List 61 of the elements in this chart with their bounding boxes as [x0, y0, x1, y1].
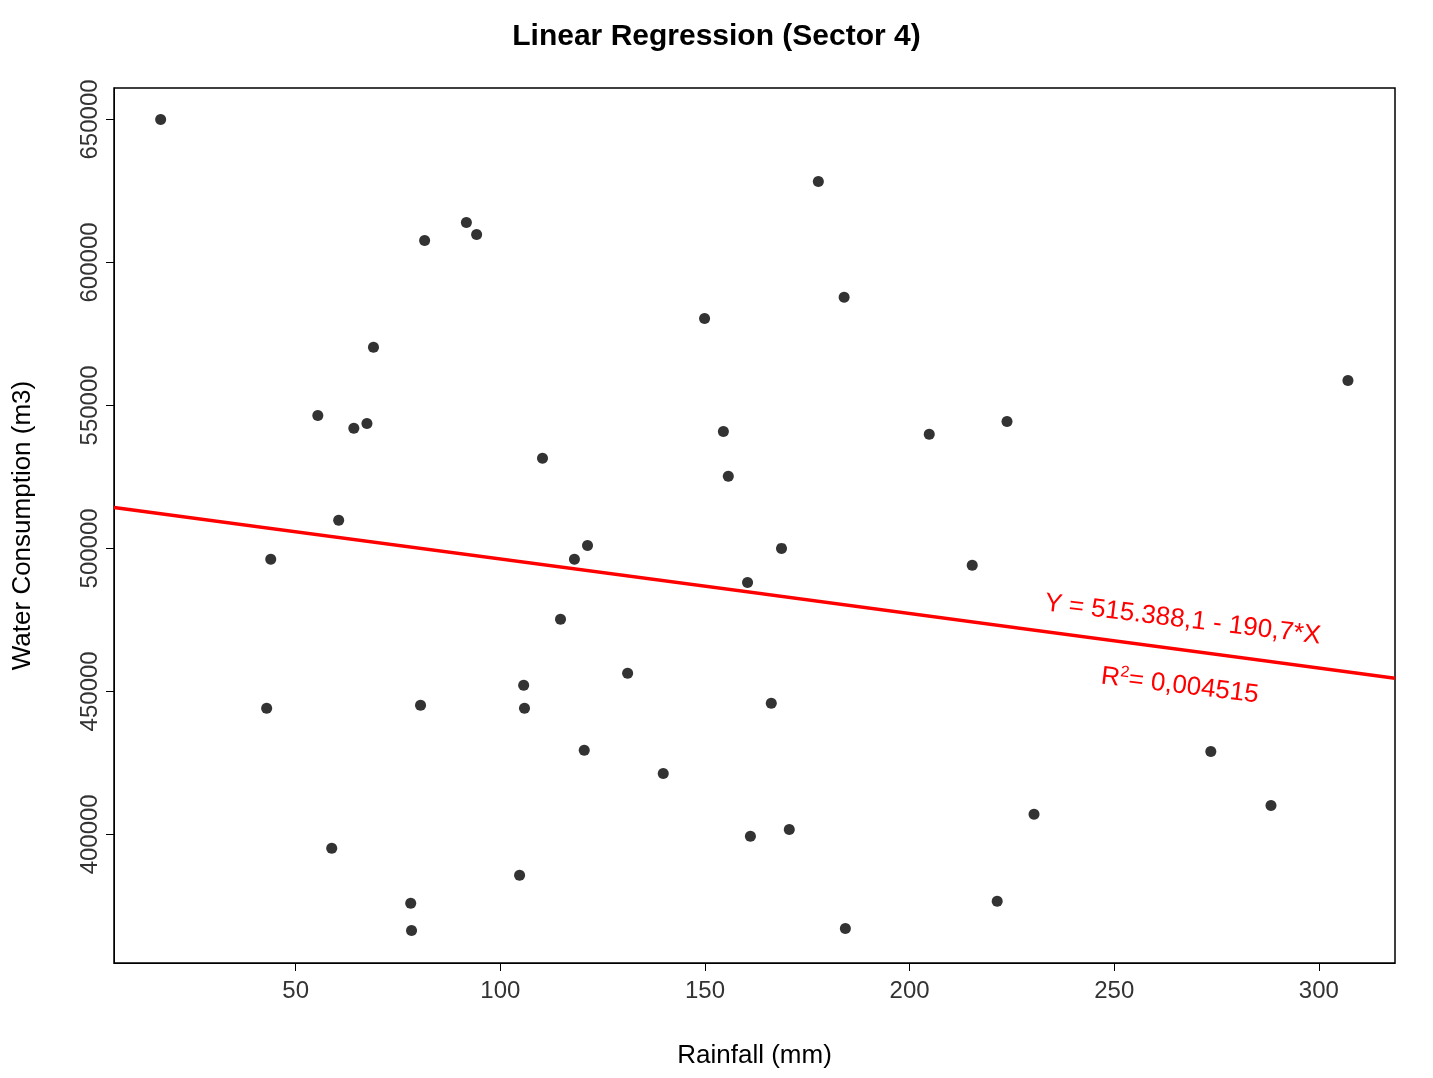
point [367, 341, 379, 353]
point [657, 767, 669, 779]
chart-title: Linear Regression (Sector 4) [512, 17, 921, 51]
point [460, 216, 472, 228]
annotation: R2= 0,004515 [1099, 659, 1261, 709]
point [783, 823, 795, 835]
point [361, 417, 373, 429]
point [622, 667, 634, 679]
y-tick-label: 500000 [74, 508, 102, 589]
point [519, 702, 530, 714]
x-axis-title: Rainfall (mm) [677, 1039, 832, 1069]
point [742, 576, 754, 588]
point [406, 924, 418, 936]
point [555, 613, 567, 625]
x-tick-label: 250 [1094, 975, 1135, 1003]
point [518, 679, 530, 691]
point [1265, 799, 1277, 811]
point [155, 113, 167, 125]
point [839, 922, 851, 934]
point [776, 542, 788, 554]
point [312, 409, 324, 421]
y-tick-label: 650000 [74, 79, 102, 160]
annotation: Y = 515.388,1 - 190,7*X [1043, 586, 1323, 650]
point [514, 869, 526, 881]
point [568, 553, 580, 565]
point [333, 514, 345, 526]
point [265, 553, 277, 565]
point [415, 699, 427, 711]
x-tick-label: 150 [684, 975, 725, 1003]
y-tick-label: 550000 [74, 365, 102, 446]
point [582, 540, 594, 552]
point [1028, 808, 1040, 820]
x-tick-label: 300 [1298, 975, 1339, 1003]
x-tick-label: 100 [480, 975, 521, 1003]
point [744, 830, 756, 842]
point [812, 176, 824, 187]
point [717, 425, 729, 437]
x-tick-label: 200 [889, 975, 930, 1003]
point [348, 422, 360, 434]
point [537, 452, 548, 464]
y-tick-label: 400000 [74, 794, 102, 875]
x-tick-label: 50 [282, 975, 310, 1003]
y-axis-title: Water Consumption (m3) [6, 380, 36, 671]
point [261, 702, 273, 714]
point [326, 842, 338, 854]
point [1205, 745, 1217, 757]
point [923, 428, 935, 440]
point [419, 234, 431, 246]
y-tick-label: 450000 [74, 651, 102, 732]
point [966, 559, 978, 571]
point [471, 228, 483, 240]
point [722, 470, 734, 482]
point [1342, 375, 1354, 387]
point [991, 895, 1003, 907]
y-tick-label: 600000 [74, 222, 102, 303]
point [765, 697, 777, 709]
point [1001, 415, 1013, 427]
point [578, 744, 590, 756]
point [699, 312, 711, 324]
point [838, 291, 850, 303]
point [405, 897, 417, 909]
